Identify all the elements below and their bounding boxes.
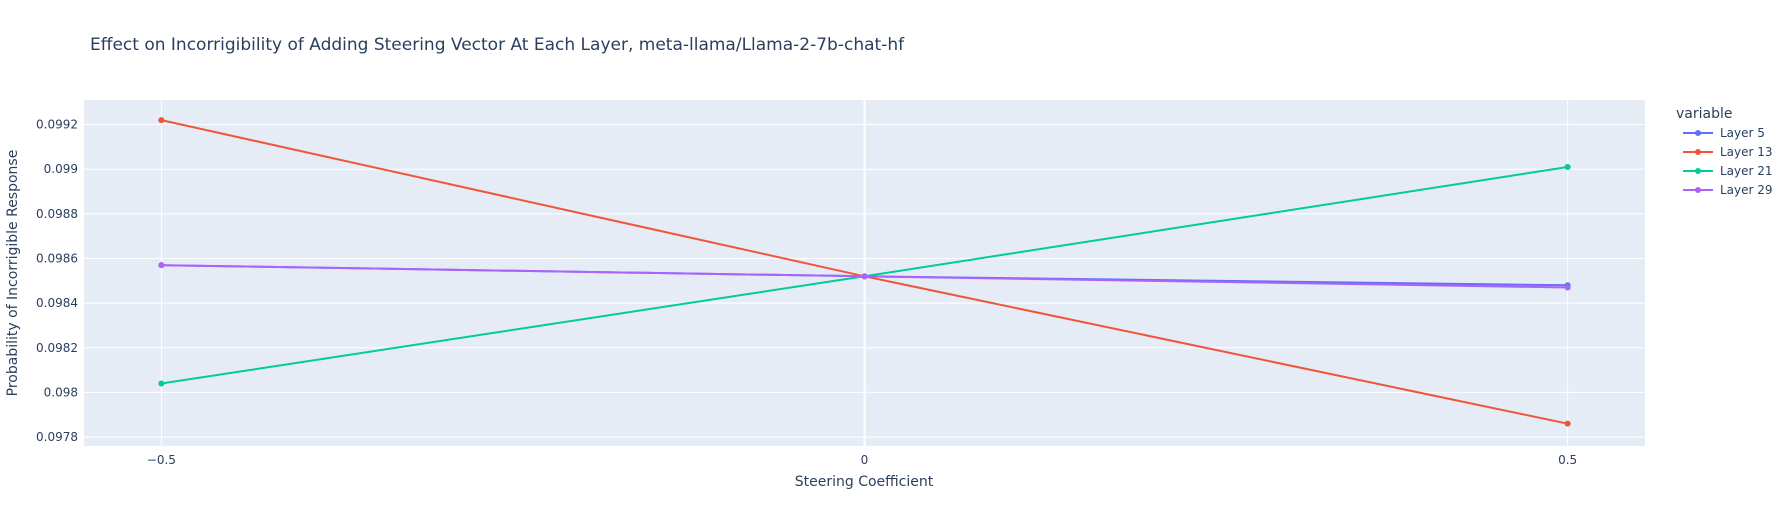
x-tick-label: 0.5 (1558, 453, 1577, 467)
legend-item-layer-13[interactable]: Layer 13 (1683, 145, 1773, 159)
legend-swatch-marker (1695, 130, 1701, 136)
x-axis-title: Steering Coefficient (795, 474, 934, 490)
legend-swatch-marker (1695, 187, 1701, 193)
legend-swatch-marker (1695, 168, 1701, 174)
legend-item-layer-21[interactable]: Layer 21 (1683, 164, 1773, 178)
legend-item-layer-29[interactable]: Layer 29 (1683, 183, 1773, 197)
data-point-layer-21 (1564, 163, 1571, 170)
data-point-layer-13 (158, 117, 165, 124)
data-point-layer-29 (861, 273, 868, 280)
y-tick-label: 0.0988 (36, 207, 78, 221)
y-axis-ticks: 0.0978 0.098 0.0982 0.0984 0.0986 0.0988 0.099… (36, 118, 78, 445)
y-tick-label: 0.0984 (36, 296, 78, 310)
legend-label: Layer 21 (1720, 164, 1773, 178)
legend-item-layer-5[interactable]: Layer 5 (1683, 126, 1765, 140)
legend-swatch-marker (1695, 149, 1701, 155)
legend-title: variable (1676, 106, 1732, 122)
legend[interactable]: variable Layer 5 Layer 13 Layer 21 Layer 29 (1676, 106, 1773, 197)
y-tick-label: 0.098 (44, 385, 78, 399)
y-tick-label: 0.0992 (36, 118, 78, 132)
series-points (158, 117, 1571, 427)
x-axis-ticks: −0.5 0 0.5 (147, 453, 1577, 467)
y-tick-label: 0.0982 (36, 341, 78, 355)
legend-label: Layer 5 (1720, 126, 1765, 140)
data-point-layer-21 (158, 380, 165, 387)
gridlines (84, 100, 1645, 446)
legend-label: Layer 29 (1720, 183, 1773, 197)
y-axis-title: Probability of Incorrigible Response (5, 150, 21, 397)
data-point-layer-29 (1564, 284, 1571, 291)
x-tick-label: −0.5 (147, 453, 176, 467)
y-tick-label: 0.099 (44, 162, 78, 176)
chart-title: Effect on Incorrigibility of Adding Stee… (90, 35, 905, 55)
data-point-layer-29 (158, 262, 165, 269)
y-tick-label: 0.0986 (36, 251, 78, 265)
y-tick-label: 0.0978 (36, 430, 78, 444)
data-point-layer-13 (1564, 420, 1571, 427)
legend-label: Layer 13 (1720, 145, 1773, 159)
x-tick-label: 0 (861, 453, 869, 467)
